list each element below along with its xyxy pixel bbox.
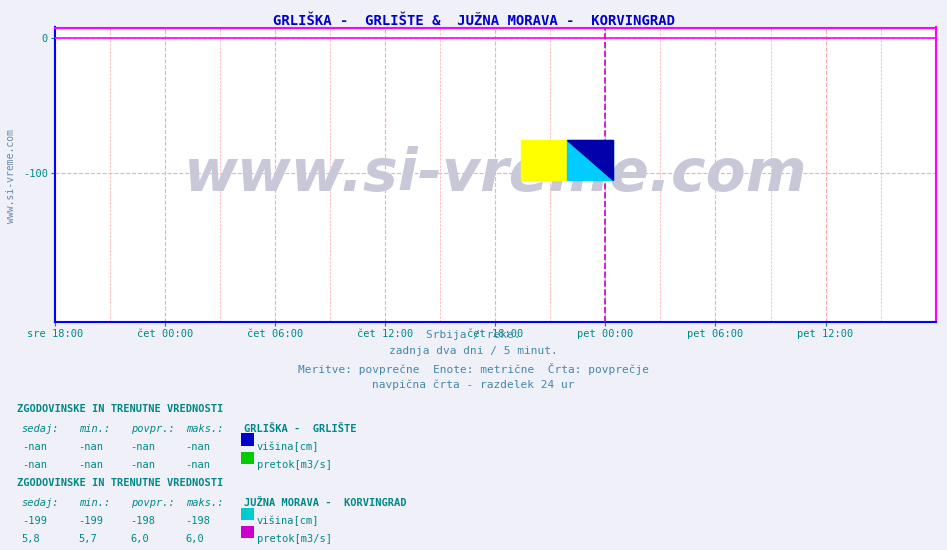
Text: 5,7: 5,7 <box>79 534 98 544</box>
Text: -198: -198 <box>131 516 155 526</box>
Text: povpr.:: povpr.: <box>131 498 174 508</box>
Text: -198: -198 <box>186 516 210 526</box>
Text: -nan: -nan <box>79 442 103 452</box>
Text: maks.:: maks.: <box>186 424 223 433</box>
Text: višina[cm]: višina[cm] <box>257 442 319 452</box>
Bar <box>521 140 567 180</box>
Text: pretok[m3/s]: pretok[m3/s] <box>257 460 331 470</box>
Text: povpr.:: povpr.: <box>131 424 174 433</box>
Bar <box>567 140 613 180</box>
Text: GRLIŠKA -  GRLIŠTE &  JUŽNA MORAVA -  KORVINGRAD: GRLIŠKA - GRLIŠTE & JUŽNA MORAVA - KORVI… <box>273 14 674 28</box>
Text: višina[cm]: višina[cm] <box>257 516 319 526</box>
Text: ZGODOVINSKE IN TRENUTNE VREDNOSTI: ZGODOVINSKE IN TRENUTNE VREDNOSTI <box>17 404 223 414</box>
Text: Meritve: povprečne  Enote: metrične  Črta: povprečje: Meritve: povprečne Enote: metrične Črta:… <box>298 363 649 375</box>
Text: -nan: -nan <box>79 460 103 470</box>
Text: navpična črta - razdelek 24 ur: navpična črta - razdelek 24 ur <box>372 379 575 390</box>
Text: -nan: -nan <box>131 460 155 470</box>
Polygon shape <box>567 140 613 180</box>
Text: sedaj:: sedaj: <box>22 424 60 433</box>
Text: -nan: -nan <box>131 442 155 452</box>
Text: min.:: min.: <box>79 498 110 508</box>
Text: 6,0: 6,0 <box>131 534 150 544</box>
Text: -199: -199 <box>79 516 103 526</box>
Text: ZGODOVINSKE IN TRENUTNE VREDNOSTI: ZGODOVINSKE IN TRENUTNE VREDNOSTI <box>17 478 223 488</box>
Text: maks.:: maks.: <box>186 498 223 508</box>
Text: min.:: min.: <box>79 424 110 433</box>
Text: pretok[m3/s]: pretok[m3/s] <box>257 534 331 544</box>
Text: 6,0: 6,0 <box>186 534 205 544</box>
Text: www.si-vreme.com: www.si-vreme.com <box>184 146 807 203</box>
Text: -nan: -nan <box>186 442 210 452</box>
Text: -nan: -nan <box>22 442 46 452</box>
Text: -199: -199 <box>22 516 46 526</box>
Text: JUŽNA MORAVA -  KORVINGRAD: JUŽNA MORAVA - KORVINGRAD <box>244 498 407 508</box>
Text: sedaj:: sedaj: <box>22 498 60 508</box>
Text: GRLIŠKA -  GRLIŠTE: GRLIŠKA - GRLIŠTE <box>244 424 357 433</box>
Text: 5,8: 5,8 <box>22 534 41 544</box>
Text: www.si-vreme.com: www.si-vreme.com <box>7 129 16 223</box>
Text: Srbija / reke.: Srbija / reke. <box>426 330 521 340</box>
Text: -nan: -nan <box>186 460 210 470</box>
Text: -nan: -nan <box>22 460 46 470</box>
Text: zadnja dva dni / 5 minut.: zadnja dva dni / 5 minut. <box>389 346 558 356</box>
